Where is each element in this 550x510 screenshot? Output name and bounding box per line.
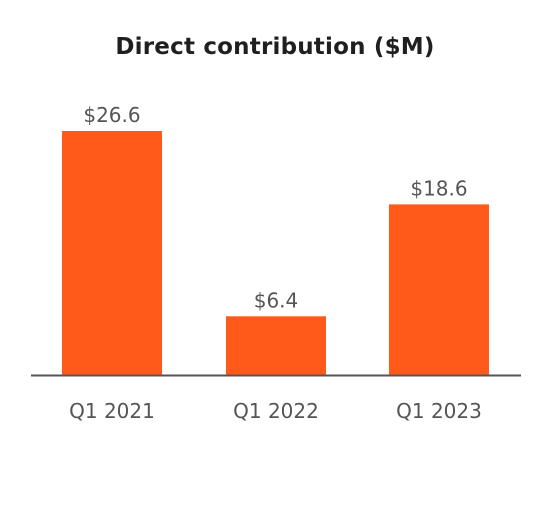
x-tick-label: Q1 2021 xyxy=(69,399,155,423)
bar-q1-2022 xyxy=(226,316,326,375)
bars-group xyxy=(62,131,489,375)
value-label: $18.6 xyxy=(410,176,467,200)
value-label: $26.6 xyxy=(83,103,140,127)
tick-labels-group: Q1 2021 Q1 2022 Q1 2023 xyxy=(69,399,482,423)
x-tick-label: Q1 2023 xyxy=(396,399,482,423)
value-label: $6.4 xyxy=(254,288,299,312)
chart-title: Direct contribution ($M) xyxy=(115,34,435,60)
value-labels-group: $26.6 $6.4 $18.6 xyxy=(83,103,467,312)
x-tick-label: Q1 2022 xyxy=(233,399,319,423)
bar-q1-2023 xyxy=(389,204,489,375)
bar-q1-2021 xyxy=(62,131,162,375)
